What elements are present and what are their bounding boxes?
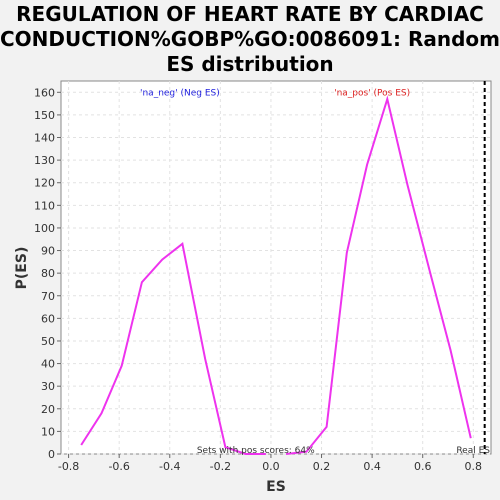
axes: -0.8 -0.6 -0.4 -0.2 0.0 0.2 0.4 0.6 0.8 0 10 20 30 40…: [34, 86, 482, 473]
y-tick-label: 20: [41, 403, 55, 416]
pos-es-label: 'na_pos' (Pos ES): [334, 88, 410, 98]
title-line-1: REGULATION OF HEART RATE BY CARDIAC: [16, 2, 484, 26]
series-line-pos: [285, 95, 472, 455]
chart-title: REGULATION OF HEART RATE BY CARDIAC COND…: [0, 2, 500, 76]
y-tick-label: 150: [34, 109, 55, 122]
plot-area: [60, 80, 492, 455]
x-tick-label: -0.2: [210, 460, 231, 473]
y-tick-label: 50: [41, 335, 55, 348]
y-tick-label: 0: [48, 448, 55, 461]
y-tick-label: 130: [34, 154, 55, 167]
x-tick-label: 0.4: [363, 460, 381, 473]
x-tick-label: 0.2: [313, 460, 331, 473]
x-tick-label: -0.8: [58, 460, 79, 473]
sets-with-pos-label: Sets with pos scores: 64%: [197, 446, 315, 456]
y-tick-label: 160: [34, 86, 55, 99]
y-tick-label: 120: [34, 177, 55, 190]
grid: [61, 81, 491, 455]
x-axis-label: ES: [266, 479, 286, 495]
series-line-neg: [80, 242, 266, 455]
y-tick-label: 70: [41, 290, 55, 303]
y-tick-label: 60: [41, 312, 55, 325]
title-line-3: ES distribution: [166, 52, 333, 76]
x-tick-label: -0.6: [108, 460, 129, 473]
y-tick-label: 30: [41, 380, 55, 393]
series: [80, 95, 472, 455]
title-line-2: CONDUCTION%GOBP%GO:0086091: Random: [0, 27, 500, 51]
y-tick-label: 90: [41, 245, 55, 258]
y-axis-label: P(ES): [14, 247, 30, 290]
x-tick-label: -0.4: [159, 460, 180, 473]
y-tick-label: 140: [34, 132, 55, 145]
neg-es-label: 'na_neg' (Neg ES): [140, 88, 220, 98]
x-tick-label: 0.0: [262, 460, 280, 473]
y-tick-label: 110: [34, 199, 55, 212]
real-es-label: Real ES: [456, 446, 490, 456]
x-tick-label: 0.8: [465, 460, 483, 473]
y-tick-label: 100: [34, 222, 55, 235]
y-tick-label: 40: [41, 358, 55, 371]
y-tick-label: 80: [41, 267, 55, 280]
x-tick-label: 0.6: [414, 460, 432, 473]
y-tick-label: 10: [41, 425, 55, 438]
